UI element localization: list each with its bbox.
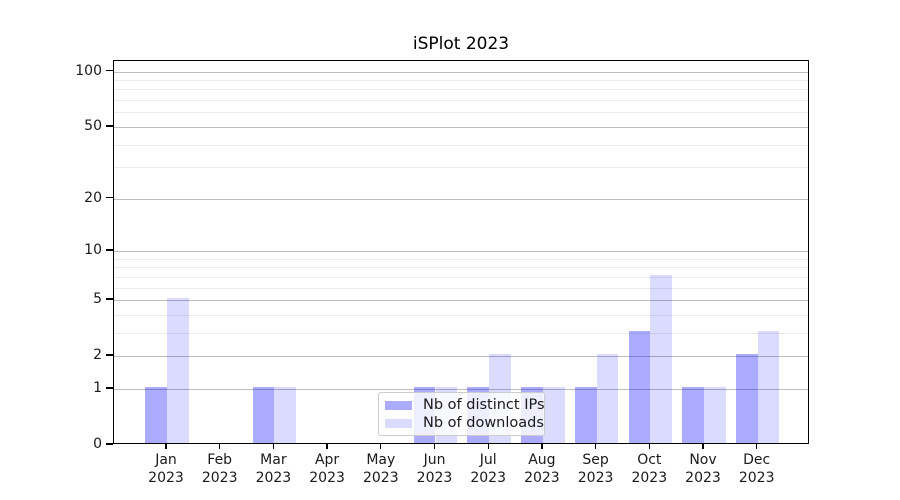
bar-nb-of-downloads bbox=[650, 274, 673, 443]
bar-nb-of-downloads bbox=[757, 330, 780, 443]
y-axis-tick bbox=[106, 354, 113, 356]
legend-item-distinct-ips: Nb of distinct IPs bbox=[385, 397, 545, 413]
plot-area bbox=[113, 60, 809, 444]
x-tick-label: Feb 2023 bbox=[201, 452, 238, 486]
x-axis-tick bbox=[541, 444, 543, 449]
x-tick-label: Nov 2023 bbox=[685, 452, 721, 486]
gridline-minor bbox=[114, 89, 808, 91]
x-tick-label: Dec 2023 bbox=[738, 452, 775, 486]
x-axis-tick bbox=[326, 444, 328, 449]
gridline-minor bbox=[114, 112, 808, 114]
gridline-minor bbox=[114, 276, 808, 278]
bar-nb-of-distinct-ips bbox=[145, 386, 167, 443]
y-tick-label: 20 bbox=[84, 189, 102, 206]
bar-nb-of-downloads bbox=[704, 386, 726, 443]
x-axis-tick bbox=[380, 444, 382, 449]
y-tick-label: 0 bbox=[93, 436, 102, 452]
legend-item-downloads: Nb of downloads bbox=[385, 415, 544, 431]
x-axis-tick bbox=[702, 444, 704, 449]
gridline-major bbox=[114, 388, 808, 390]
gridline-minor bbox=[114, 80, 808, 81]
gridline-minor bbox=[114, 144, 808, 146]
gridline-major bbox=[114, 300, 808, 301]
gridline-minor bbox=[114, 267, 808, 269]
x-axis-tick bbox=[272, 444, 275, 449]
x-axis-tick bbox=[433, 444, 436, 449]
bar-nb-of-downloads bbox=[274, 386, 297, 443]
bar-nb-of-distinct-ips bbox=[735, 354, 758, 443]
gridline-major bbox=[114, 71, 808, 73]
y-axis-tick bbox=[106, 387, 113, 389]
x-tick-label: Apr 2023 bbox=[309, 452, 345, 486]
gridline-major bbox=[114, 126, 808, 128]
x-tick-label: May 2023 bbox=[362, 452, 399, 486]
gridline-minor bbox=[114, 314, 808, 316]
bar-nb-of-downloads bbox=[596, 354, 619, 443]
bar-nb-of-distinct-ips bbox=[628, 330, 651, 443]
y-tick-label: 5 bbox=[93, 291, 102, 307]
x-axis-tick bbox=[594, 444, 597, 449]
y-tick-label: 50 bbox=[84, 117, 102, 134]
x-axis-tick bbox=[487, 444, 489, 449]
y-tick-label: 10 bbox=[84, 242, 102, 258]
legend-swatch-downloads bbox=[385, 418, 412, 428]
x-tick-label: Jul 2023 bbox=[470, 452, 506, 486]
gridline-minor bbox=[114, 287, 808, 289]
legend-label-distinct-ips: Nb of distinct IPs bbox=[423, 397, 545, 413]
x-axis-tick bbox=[648, 444, 650, 449]
legend-label-downloads: Nb of downloads bbox=[423, 415, 544, 431]
x-tick-label: Aug 2023 bbox=[524, 452, 560, 486]
y-tick-label: 100 bbox=[75, 62, 102, 79]
bar-nb-of-downloads bbox=[542, 386, 565, 443]
x-axis-tick bbox=[219, 444, 221, 449]
chart-title: iSPlot 2023 bbox=[412, 34, 510, 54]
gridline-major bbox=[114, 251, 808, 252]
bar-nb-of-distinct-ips bbox=[252, 386, 275, 443]
x-tick-label: Jan 2023 bbox=[148, 452, 184, 486]
x-tick-label: Jun 2023 bbox=[416, 452, 453, 486]
y-tick-label: 1 bbox=[93, 379, 102, 396]
x-tick-label: Mar 2023 bbox=[255, 452, 292, 486]
bar-nb-of-downloads bbox=[167, 298, 189, 443]
y-axis-tick bbox=[106, 125, 113, 127]
x-tick-label: Sep 2023 bbox=[577, 452, 614, 486]
x-axis-tick bbox=[756, 444, 758, 449]
y-axis-tick bbox=[106, 443, 113, 445]
gridline-minor bbox=[114, 332, 808, 334]
gridline-minor bbox=[114, 258, 808, 260]
x-tick-label: Oct 2023 bbox=[631, 452, 668, 486]
gridline-major bbox=[114, 198, 808, 200]
legend-swatch-distinct-ips bbox=[385, 400, 412, 410]
bar-nb-of-distinct-ips bbox=[682, 386, 704, 443]
gridline-minor bbox=[114, 167, 808, 169]
bar-nb-of-distinct-ips bbox=[574, 386, 597, 443]
y-axis-tick bbox=[106, 197, 113, 199]
y-axis-tick bbox=[106, 249, 113, 251]
x-axis-tick bbox=[165, 444, 167, 449]
legend: Nb of distinct IPs Nb of downloads bbox=[378, 392, 545, 436]
gridline-minor bbox=[114, 100, 808, 102]
y-tick-label: 2 bbox=[93, 347, 102, 364]
y-axis-tick bbox=[106, 298, 113, 300]
y-axis-tick bbox=[106, 69, 113, 72]
gridline-major bbox=[114, 356, 808, 358]
